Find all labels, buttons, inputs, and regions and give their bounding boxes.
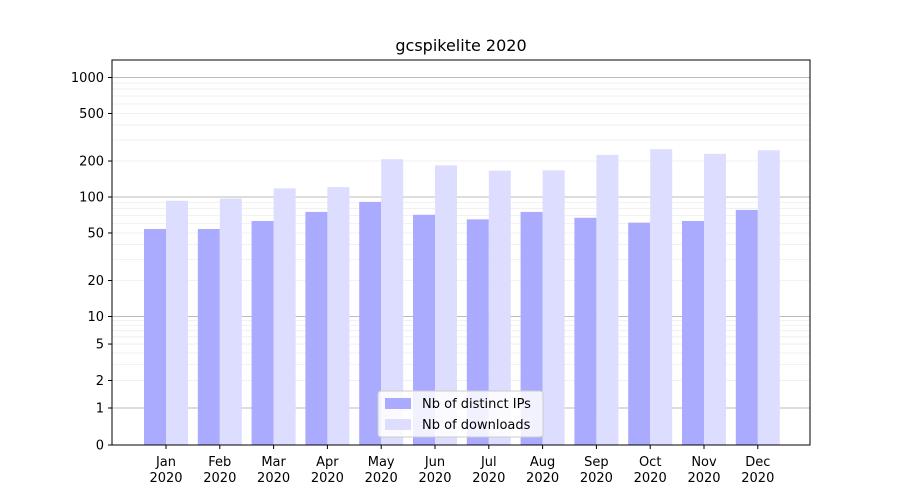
bar-downloads	[757, 150, 780, 445]
x-tick-label: 2020	[203, 471, 236, 486]
y-tick-label: 1000	[71, 71, 104, 86]
y-tick-label: 0	[96, 439, 104, 454]
legend-label-downloads: Nb of downloads	[422, 418, 531, 433]
y-axis: 0 1 2 5 10 20 50 100 200 500 1000	[71, 71, 112, 454]
bar-downloads	[542, 170, 565, 445]
x-tick-label: Jan	[155, 455, 176, 470]
y-tick-label: 200	[79, 155, 104, 170]
legend-swatch-ips	[385, 398, 411, 409]
y-tick-label: 500	[79, 107, 104, 122]
bar-ips	[466, 219, 489, 445]
x-tick-label: 2020	[365, 471, 398, 486]
x-tick-label: Dec	[745, 455, 770, 470]
y-tick-label: 10	[87, 310, 104, 325]
x-tick-label: Apr	[316, 455, 339, 470]
legend-box	[377, 390, 544, 438]
x-tick-label: Sep	[584, 455, 609, 470]
x-tick-label: 2020	[634, 471, 667, 486]
bar-ips	[735, 209, 758, 445]
x-tick-label: 2020	[257, 471, 290, 486]
x-tick-label: 2020	[741, 471, 774, 486]
bar-ips	[413, 214, 435, 445]
bar-downloads	[381, 159, 404, 445]
x-tick-label: 2020	[418, 471, 451, 486]
legend-label-ips: Nb of distinct IPs	[422, 397, 531, 412]
y-tick-label: 20	[87, 274, 104, 289]
bar-ips	[359, 201, 382, 445]
bar-downloads	[596, 154, 619, 445]
x-tick-label: 2020	[311, 471, 344, 486]
x-tick-label: May	[368, 455, 395, 470]
bar-ips	[144, 228, 166, 445]
bar-downloads	[704, 153, 726, 445]
bar-downloads	[435, 165, 457, 446]
x-tick-label: Jul	[480, 455, 497, 470]
y-tick-label: 1	[96, 402, 104, 417]
y-tick-label: 50	[87, 226, 104, 241]
x-tick-label: 2020	[687, 471, 720, 486]
bar-downloads	[650, 149, 673, 445]
bars	[144, 149, 780, 446]
bar-downloads	[488, 170, 511, 445]
bar-ips	[682, 220, 704, 445]
x-tick-label: Aug	[530, 455, 555, 470]
x-tick-label: 2020	[580, 471, 613, 486]
x-tick-label: Jun	[424, 455, 445, 470]
x-tick-label: Oct	[639, 455, 661, 470]
y-tick-label: 2	[96, 374, 104, 389]
x-tick-label: Feb	[208, 455, 231, 470]
bar-ips	[305, 211, 328, 445]
bar-ips	[628, 222, 651, 445]
y-tick-label: 5	[96, 338, 104, 353]
bar-ips	[574, 217, 597, 445]
legend: Nb of distinct IPs Nb of downloads	[377, 390, 544, 438]
chart-title: gcspikelite 2020	[395, 36, 526, 55]
bar-ips	[251, 220, 274, 445]
x-tick-label: Mar	[261, 455, 286, 470]
bar-downloads	[327, 187, 350, 445]
x-axis: Jan2020Feb2020Mar2020Apr2020May2020Jun20…	[149, 445, 774, 486]
bar-downloads	[273, 188, 296, 445]
x-tick-label: 2020	[472, 471, 505, 486]
legend-swatch-downloads	[385, 419, 411, 430]
y-tick-label: 100	[79, 191, 104, 206]
bar-downloads	[166, 200, 188, 445]
bar-ips	[197, 228, 220, 445]
plot-frame	[111, 59, 811, 446]
x-tick-label: 2020	[526, 471, 559, 486]
x-tick-label: 2020	[149, 471, 182, 486]
x-tick-label: Nov	[691, 455, 717, 470]
bar-downloads	[219, 198, 242, 445]
bar-ips	[520, 211, 543, 445]
